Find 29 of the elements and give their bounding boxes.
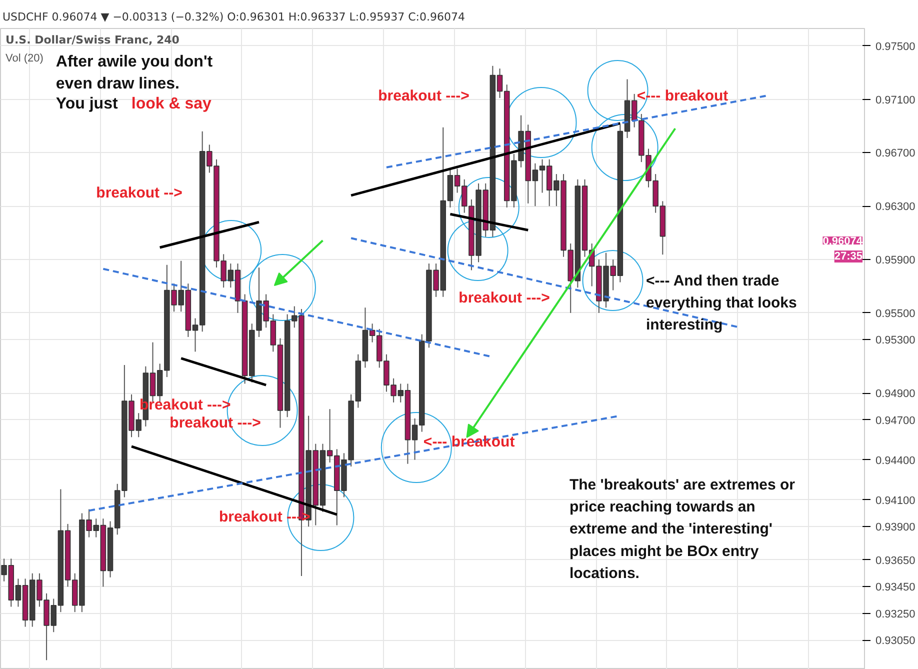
y-tick-label: 0.96700 xyxy=(876,148,916,160)
annotation: The 'breakouts' are extremes or price reaching towards an extreme and the 'interesting' places might be BOx entry locations. xyxy=(569,476,796,582)
chart-title: USDCHF 0.96074 ▼ −0.00313 (−0.32%) O:0.96301 H:0.96337 L:0.95937 C:0.96074 xyxy=(2,10,465,24)
y-tick-label: 0.97500 xyxy=(876,40,916,53)
annotation: After awile you don't even draw lines. xyxy=(56,54,214,93)
y-tick-label: 0.95900 xyxy=(876,254,916,267)
y-tick-label: 0.93450 xyxy=(876,582,916,594)
y-tick-label: 0.93650 xyxy=(876,554,916,567)
annotation: breakout ---> xyxy=(458,290,550,306)
annotation: breakout ---> xyxy=(378,88,470,104)
y-tick-label: 0.93900 xyxy=(876,522,916,534)
y-tick-label: 0.97100 xyxy=(876,94,916,106)
y-tick-label: 0.94100 xyxy=(876,494,916,507)
annotation: 27:35 xyxy=(834,250,863,262)
y-tick-label: 0.93050 xyxy=(876,635,916,648)
y-tick-label: 0.94900 xyxy=(876,388,916,400)
y-tick-label: 0.94400 xyxy=(876,454,916,467)
y-tick-label: 0.94700 xyxy=(876,414,916,427)
annotation: breakout --> xyxy=(96,184,183,202)
annotation: Vol (20) xyxy=(6,52,44,64)
annotation: look & say xyxy=(131,96,212,112)
annotation: <--- And then trade everything that looks interesting xyxy=(646,272,797,334)
y-tick-label: 0.93250 xyxy=(876,608,916,620)
y-tick-label: 0.95300 xyxy=(876,334,916,347)
annotation: You just xyxy=(56,96,118,112)
y-tick-label: 0.96300 xyxy=(876,201,916,214)
text: U.S. Dollar/Swiss Franc, 240 xyxy=(6,34,180,46)
y-tick-label: 0.95500 xyxy=(876,308,916,320)
annotation: 0.96074 xyxy=(822,236,864,248)
